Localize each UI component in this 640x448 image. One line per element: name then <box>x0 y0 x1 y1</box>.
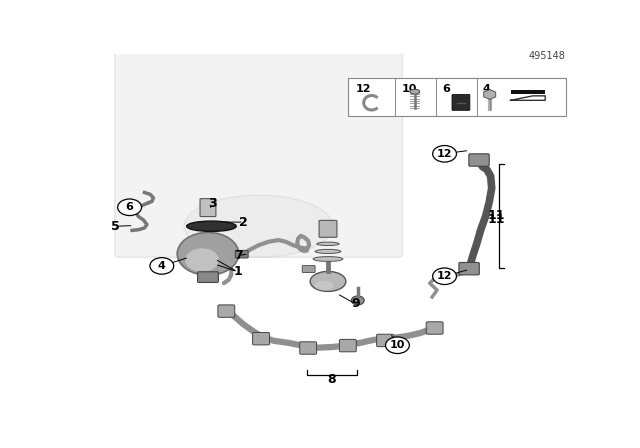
FancyBboxPatch shape <box>200 198 216 216</box>
Text: 4: 4 <box>158 261 166 271</box>
Text: 6: 6 <box>442 84 450 94</box>
Text: 495148: 495148 <box>528 52 565 61</box>
FancyBboxPatch shape <box>198 272 218 283</box>
Text: 9: 9 <box>351 297 360 310</box>
Ellipse shape <box>313 257 343 262</box>
Circle shape <box>385 337 410 353</box>
Text: 12: 12 <box>437 149 452 159</box>
FancyBboxPatch shape <box>302 266 315 272</box>
Ellipse shape <box>184 195 333 257</box>
Text: 7: 7 <box>234 249 243 262</box>
Text: 8: 8 <box>328 373 336 386</box>
FancyBboxPatch shape <box>236 250 248 258</box>
FancyBboxPatch shape <box>376 334 394 347</box>
Circle shape <box>185 248 219 272</box>
Circle shape <box>433 268 456 284</box>
FancyBboxPatch shape <box>469 154 489 166</box>
Text: 5: 5 <box>111 220 120 233</box>
Circle shape <box>177 233 239 275</box>
FancyBboxPatch shape <box>253 332 269 345</box>
Text: 1: 1 <box>234 265 242 278</box>
Text: 6: 6 <box>125 202 134 212</box>
Text: 3: 3 <box>209 197 217 210</box>
Ellipse shape <box>187 221 236 232</box>
FancyBboxPatch shape <box>319 220 337 237</box>
Ellipse shape <box>310 271 346 292</box>
FancyBboxPatch shape <box>348 78 566 116</box>
Ellipse shape <box>317 242 339 246</box>
Circle shape <box>118 199 141 215</box>
Text: 11: 11 <box>488 213 506 226</box>
Circle shape <box>433 146 456 162</box>
Circle shape <box>150 258 173 274</box>
FancyBboxPatch shape <box>115 50 403 257</box>
FancyBboxPatch shape <box>511 90 545 95</box>
FancyBboxPatch shape <box>218 305 235 317</box>
Ellipse shape <box>410 89 420 94</box>
Ellipse shape <box>315 250 341 254</box>
FancyBboxPatch shape <box>339 340 356 352</box>
Text: 12: 12 <box>355 84 371 94</box>
FancyBboxPatch shape <box>300 342 317 354</box>
Text: 12: 12 <box>437 271 452 281</box>
FancyBboxPatch shape <box>459 263 479 275</box>
Text: 11: 11 <box>488 209 506 222</box>
Text: 2: 2 <box>239 215 248 228</box>
FancyBboxPatch shape <box>452 95 470 110</box>
Text: 10: 10 <box>390 340 405 350</box>
Text: 10: 10 <box>401 84 417 94</box>
Ellipse shape <box>351 296 364 305</box>
FancyBboxPatch shape <box>426 322 443 334</box>
Ellipse shape <box>315 281 333 290</box>
Text: 4: 4 <box>483 84 491 94</box>
